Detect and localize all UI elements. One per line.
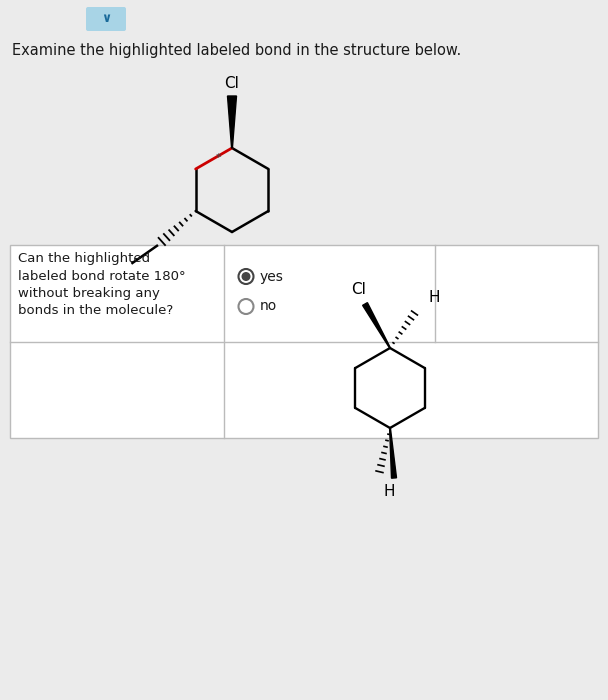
Text: Cl: Cl [351, 281, 367, 297]
Circle shape [241, 272, 250, 281]
Text: ∨: ∨ [101, 13, 111, 25]
Circle shape [238, 269, 254, 284]
Polygon shape [362, 302, 390, 348]
Text: H: H [383, 484, 395, 498]
Text: *: * [216, 153, 222, 164]
Text: Can the highlighted
labeled bond rotate 180°
without breaking any
bonds in the m: Can the highlighted labeled bond rotate … [18, 252, 185, 318]
FancyBboxPatch shape [86, 7, 126, 31]
Circle shape [238, 299, 254, 314]
Polygon shape [227, 96, 237, 148]
Bar [10, 245, 598, 438]
Text: H: H [428, 290, 440, 305]
Text: no: no [260, 300, 277, 314]
Text: yes: yes [260, 270, 284, 284]
Polygon shape [390, 428, 396, 478]
Text: Examine the highlighted labeled bond in the structure below.: Examine the highlighted labeled bond in … [12, 43, 461, 58]
Text: Cl: Cl [224, 76, 240, 90]
